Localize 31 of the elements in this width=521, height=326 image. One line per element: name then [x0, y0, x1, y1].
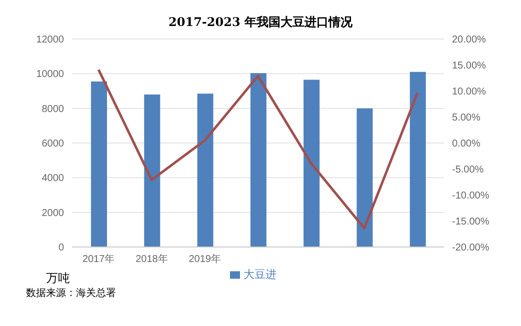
- chart-title: 2017-2023 年我国大豆进口情况: [168, 14, 354, 31]
- x-tick-label: 2017年: [82, 253, 115, 266]
- y-tick-label: 0: [58, 242, 64, 254]
- line-series: [97, 68, 419, 230]
- y-tick-label: 2000: [42, 208, 64, 219]
- y2-tick-label: 20.00%: [452, 34, 486, 46]
- bar: [304, 80, 320, 247]
- y2-tick-label: 10.00%: [452, 86, 486, 98]
- y2-tick-label: -15.00%: [452, 216, 490, 228]
- x-tick-label: 2019年: [188, 253, 221, 266]
- y2-tick-label: -10.00%: [452, 190, 490, 202]
- y-axis-title: 万吨: [46, 270, 70, 287]
- y-tick-label: 10000: [36, 69, 64, 80]
- legend-label: 大豆进: [244, 269, 276, 281]
- y2-tick-label: -5.00%: [452, 164, 484, 176]
- source-note: 数据来源：海关总署: [26, 286, 117, 300]
- x-tick-label: 2018年: [136, 253, 168, 266]
- y-tick-label: 8000: [42, 104, 64, 115]
- bar: [144, 94, 160, 247]
- bar: [197, 94, 214, 247]
- bar: [356, 108, 373, 247]
- bar: [91, 81, 107, 247]
- y-tick-label: 12000: [36, 34, 64, 46]
- y-tick-label: 4000: [42, 173, 64, 184]
- y2-tick-label: 0.00%: [452, 138, 480, 150]
- bar: [410, 72, 426, 247]
- y2-tick-label: -20.00%: [452, 242, 490, 254]
- y-tick-label: 6000: [42, 138, 64, 150]
- y2-tick-label: 5.00%: [452, 112, 480, 124]
- y2-tick-label: 15.00%: [452, 60, 486, 72]
- bar: [250, 73, 266, 247]
